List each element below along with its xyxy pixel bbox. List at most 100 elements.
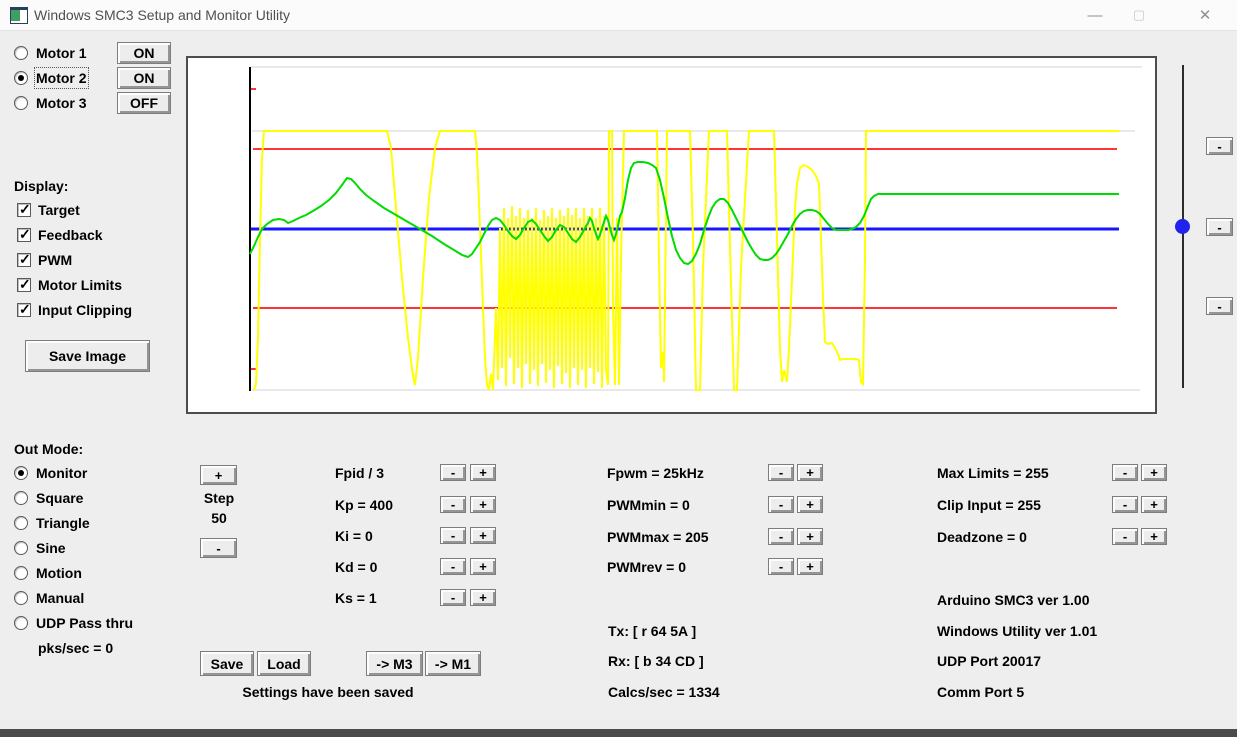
maximize-button[interactable]: ▢	[1132, 7, 1146, 22]
comm-port-text: Comm Port 5	[937, 684, 1025, 700]
motor-1-radio[interactable]	[14, 46, 28, 60]
step-plus-button[interactable]: +	[200, 465, 237, 485]
ks-label: Ks = 1	[335, 590, 377, 606]
fpid-label: Fpid / 3	[335, 465, 384, 481]
kp-plus-button[interactable]: +	[470, 496, 496, 513]
max-limits-plus-button[interactable]: +	[1141, 464, 1167, 481]
kp-label: Kp = 400	[335, 497, 393, 513]
motor-1-label[interactable]: Motor 1	[36, 45, 87, 61]
motor-3-off-button[interactable]: OFF	[117, 92, 171, 114]
input-clipping-checkbox-label[interactable]: Input Clipping	[38, 302, 133, 318]
kd-plus-button[interactable]: +	[470, 558, 496, 575]
pwmrev-plus-button[interactable]: +	[797, 558, 823, 575]
pwmrev-label: PWMrev = 0	[607, 559, 686, 575]
rx-status-text: Rx: [ b 34 CD ]	[608, 653, 704, 669]
scale-top-minus-button[interactable]: -	[1206, 137, 1233, 155]
motor-1-on-button[interactable]: ON	[117, 42, 171, 64]
utility-version-text: Windows Utility ver 1.01	[937, 623, 1098, 639]
out-mode-triangle-label[interactable]: Triangle	[36, 515, 90, 531]
out-mode-motion-label[interactable]: Motion	[36, 565, 82, 581]
target-checkbox[interactable]: ✓	[17, 201, 31, 217]
fpwm-plus-button[interactable]: +	[797, 464, 823, 481]
out-mode-motion-radio[interactable]	[14, 566, 28, 580]
save-image-button[interactable]: Save Image	[25, 340, 150, 372]
pwm-checkbox-label[interactable]: PWM	[38, 252, 73, 268]
feedback-checkbox-label[interactable]: Feedback	[38, 227, 103, 243]
step-minus-button[interactable]: -	[200, 538, 237, 558]
copy-to-m1-button[interactable]: -> M1	[425, 651, 481, 676]
out-mode-monitor-radio[interactable]	[14, 466, 28, 480]
scale-mid-minus-button[interactable]: -	[1206, 218, 1233, 236]
out-mode-udp-label[interactable]: UDP Pass thru	[36, 615, 133, 631]
max-limits-label: Max Limits = 255	[937, 465, 1049, 481]
app-icon	[10, 7, 28, 24]
input-clipping-checkbox[interactable]: ✓	[17, 301, 31, 317]
titlebar: Windows SMC3 Setup and Monitor Utility —…	[0, 0, 1237, 31]
motor-3-radio[interactable]	[14, 96, 28, 110]
window-bottom-edge	[0, 729, 1237, 737]
scale-slider-handle[interactable]	[1175, 219, 1190, 234]
pwmmin-minus-button[interactable]: -	[768, 496, 794, 513]
motor-2-on-button[interactable]: ON	[117, 67, 171, 89]
pwmmax-label: PWMmax = 205	[607, 529, 709, 545]
pwm-checkbox[interactable]: ✓	[17, 251, 31, 267]
motor-limits-checkbox-label[interactable]: Motor Limits	[38, 277, 122, 293]
out-mode-square-radio[interactable]	[14, 491, 28, 505]
out-mode-sine-radio[interactable]	[14, 541, 28, 555]
close-button[interactable]: ✕	[1198, 7, 1212, 24]
pwmmin-plus-button[interactable]: +	[797, 496, 823, 513]
out-mode-square-label[interactable]: Square	[36, 490, 84, 506]
fpwm-label: Fpwm = 25kHz	[607, 465, 704, 481]
out-mode-sine-label[interactable]: Sine	[36, 540, 66, 556]
max-limits-minus-button[interactable]: -	[1112, 464, 1138, 481]
scale-bottom-minus-button[interactable]: -	[1206, 297, 1233, 315]
window-title: Windows SMC3 Setup and Monitor Utility	[34, 7, 290, 23]
out-mode-monitor-label[interactable]: Monitor	[36, 465, 88, 481]
ks-minus-button[interactable]: -	[440, 589, 466, 606]
clip-input-label: Clip Input = 255	[937, 497, 1041, 513]
copy-to-m3-button[interactable]: -> M3	[366, 651, 423, 676]
pwmrev-minus-button[interactable]: -	[768, 558, 794, 575]
save-button[interactable]: Save	[200, 651, 254, 676]
ki-label: Ki = 0	[335, 528, 373, 544]
udp-port-text: UDP Port 20017	[937, 653, 1042, 669]
out-mode-manual-label[interactable]: Manual	[36, 590, 85, 606]
check-icon: ✓	[19, 226, 31, 242]
ki-minus-button[interactable]: -	[440, 527, 466, 544]
ks-plus-button[interactable]: +	[470, 589, 496, 606]
target-checkbox-label[interactable]: Target	[38, 202, 80, 218]
settings-status-text: Settings have been saved	[242, 684, 414, 700]
clip-input-minus-button[interactable]: -	[1112, 496, 1138, 513]
check-icon: ✓	[19, 251, 31, 267]
pwmmax-minus-button[interactable]: -	[768, 528, 794, 545]
fpid-minus-button[interactable]: -	[440, 464, 466, 481]
load-button[interactable]: Load	[257, 651, 311, 676]
minimize-button[interactable]: —	[1087, 6, 1103, 24]
ki-plus-button[interactable]: +	[470, 527, 496, 544]
pks-per-sec-value: pks/sec = 0	[38, 640, 114, 656]
deadzone-label: Deadzone = 0	[937, 529, 1027, 545]
out-mode-manual-radio[interactable]	[14, 591, 28, 605]
check-icon: ✓	[19, 276, 31, 292]
chart-svg	[249, 66, 1142, 391]
feedback-checkbox[interactable]: ✓	[17, 226, 31, 242]
motor-2-radio[interactable]	[14, 71, 28, 85]
deadzone-plus-button[interactable]: +	[1141, 528, 1167, 545]
motor-2-label[interactable]: Motor 2	[34, 67, 89, 89]
display-section-label: Display:	[14, 178, 69, 194]
kd-label: Kd = 0	[335, 559, 378, 575]
out-mode-triangle-radio[interactable]	[14, 516, 28, 530]
motor-3-label[interactable]: Motor 3	[36, 95, 87, 111]
kd-minus-button[interactable]: -	[440, 558, 466, 575]
fpwm-minus-button[interactable]: -	[768, 464, 794, 481]
out-mode-udp-radio[interactable]	[14, 616, 28, 630]
fpid-plus-button[interactable]: +	[470, 464, 496, 481]
arduino-version-text: Arduino SMC3 ver 1.00	[937, 592, 1090, 608]
kp-minus-button[interactable]: -	[440, 496, 466, 513]
deadzone-minus-button[interactable]: -	[1112, 528, 1138, 545]
motor-limits-checkbox[interactable]: ✓	[17, 276, 31, 292]
pwmmax-plus-button[interactable]: +	[797, 528, 823, 545]
tx-status-text: Tx: [ r 64 5A ]	[608, 623, 697, 639]
clip-input-plus-button[interactable]: +	[1141, 496, 1167, 513]
